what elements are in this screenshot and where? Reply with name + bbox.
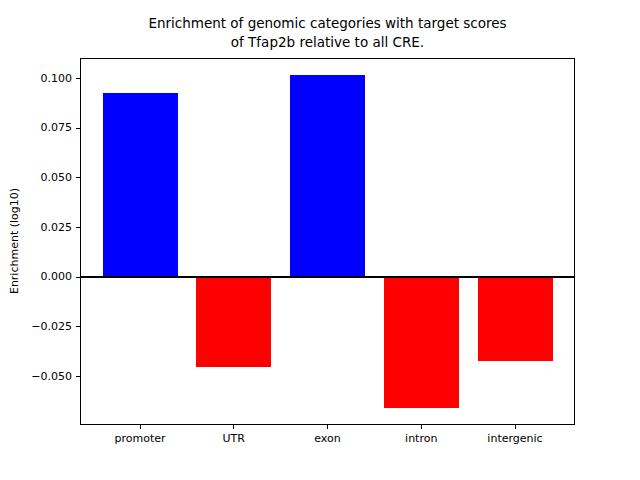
y-tick-label: 0.050 <box>0 171 72 185</box>
y-tick-label: −0.025 <box>0 320 72 334</box>
y-tick-label: −0.050 <box>0 370 72 384</box>
zero-line <box>80 276 575 278</box>
y-tick-mark <box>76 326 80 327</box>
y-tick-mark <box>76 78 80 79</box>
bar-UTR <box>196 277 271 366</box>
y-tick-mark <box>76 227 80 228</box>
chart-title: Enrichment of genomic categories with ta… <box>80 14 575 52</box>
x-tick-mark <box>327 425 328 429</box>
figure: Enrichment of genomic categories with ta… <box>0 0 640 480</box>
bar-promoter <box>103 93 178 278</box>
x-tick-label: intergenic <box>455 432 575 446</box>
y-tick-label: 0.000 <box>0 270 72 284</box>
y-tick-label: 0.075 <box>0 121 72 135</box>
bar-exon <box>290 75 365 278</box>
y-tick-mark <box>76 376 80 377</box>
x-tick-mark <box>140 425 141 429</box>
y-tick-mark <box>76 177 80 178</box>
y-tick-label: 0.100 <box>0 72 72 86</box>
y-tick-mark <box>76 128 80 129</box>
x-tick-mark <box>233 425 234 429</box>
y-tick-label: 0.025 <box>0 221 72 235</box>
x-tick-mark <box>515 425 516 429</box>
x-tick-mark <box>421 425 422 429</box>
bar-intergenic <box>478 277 553 360</box>
y-tick-mark <box>76 277 80 278</box>
bar-intron <box>384 277 459 408</box>
